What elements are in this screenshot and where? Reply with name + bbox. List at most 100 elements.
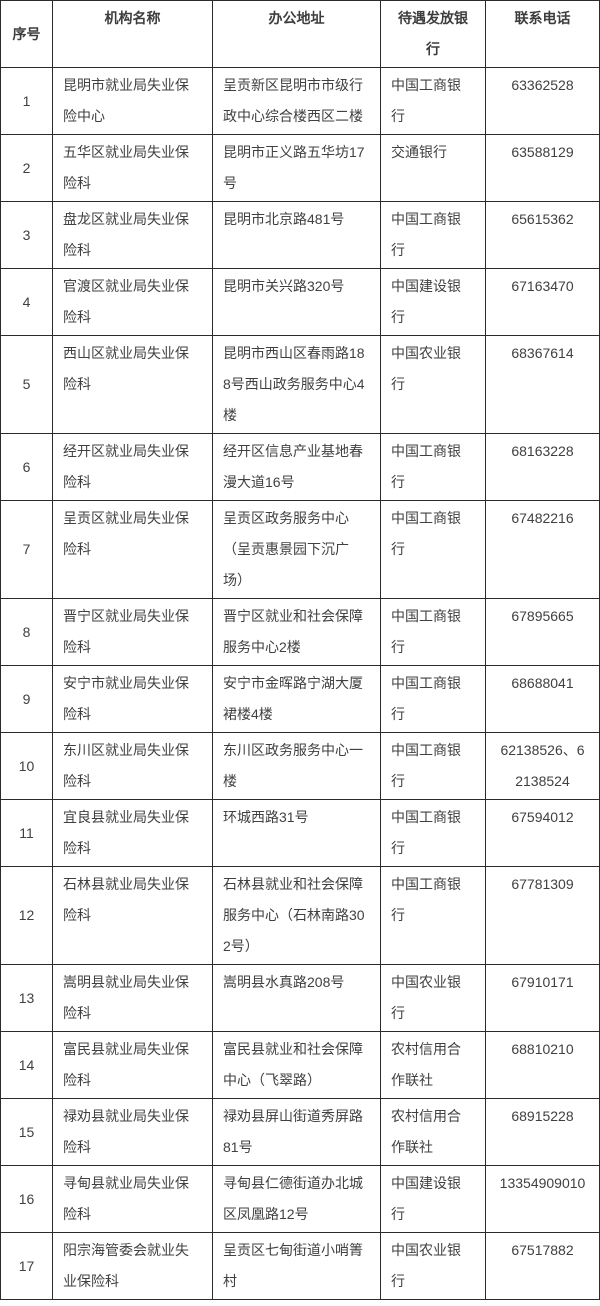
cell-name: 西山区就业局失业保 险科 <box>52 335 213 434</box>
cell-bank: 中国建设银 行 <box>380 1165 486 1233</box>
table-row: 1 昆明市就业局失业保 险中心 呈贡新区昆明市市级行 政中心综合楼西区二楼 中国工商银… <box>0 67 600 135</box>
cell-bank: 中国工商银 行 <box>380 500 486 599</box>
cell-index: 12 <box>0 866 53 965</box>
cell-index: 2 <box>0 134 53 202</box>
cell-phone: 63362528 <box>485 67 600 135</box>
cell-index: 3 <box>0 201 53 269</box>
cell-name: 盘龙区就业局失业保 险科 <box>52 201 213 269</box>
cell-bank: 中国农业银 行 <box>380 1232 486 1300</box>
table-row: 4 官渡区就业局失业保 险科 昆明市关兴路320号 中国建设银 行 67163470 <box>0 268 600 336</box>
cell-bank: 中国农业银 行 <box>380 335 486 434</box>
cell-bank: 交通银行 <box>380 134 486 202</box>
cell-phone: 68367614 <box>485 335 600 434</box>
cell-index: 16 <box>0 1165 53 1233</box>
cell-address: 昆明市北京路481号 <box>212 201 381 269</box>
cell-address: 呈贡区七甸街道小哨箐 村 <box>212 1232 381 1300</box>
header-row: 序号 机构名称 办公地址 待遇发放银 行 联系电话 <box>0 0 600 68</box>
table-row: 10 东川区就业局失业保 险科 东川区政务服务中心一 楼中国工商银 行 6213852… <box>0 732 600 800</box>
cell-index: 8 <box>0 598 53 666</box>
table-row: 8 晋宁区就业局失业保 险科 晋宁区就业和社会保障 服务中心2楼 中国工商银 行 678… <box>0 598 600 666</box>
cell-name: 富民县就业局失业保 险科 <box>52 1031 213 1099</box>
cell-name: 昆明市就业局失业保 险中心 <box>52 67 213 135</box>
cell-bank: 中国工商银 行 <box>380 433 486 501</box>
cell-index: 10 <box>0 732 53 800</box>
table-row: 17 阳宗海管委会就业失 业保险科 呈贡区七甸街道小哨箐 村中国农业银 行 67517… <box>0 1232 600 1300</box>
cell-address: 富民县就业和社会保障 中心（飞翠路） <box>212 1031 381 1099</box>
cell-address: 寻甸县仁德街道办北城 区凤凰路12号 <box>212 1165 381 1233</box>
cell-address: 环城西路31号 <box>212 799 381 867</box>
cell-name: 阳宗海管委会就业失 业保险科 <box>52 1232 213 1300</box>
cell-bank: 中国工商银 行 <box>380 67 486 135</box>
column-header-phone: 联系电话 <box>485 0 600 68</box>
table-body: 1 昆明市就业局失业保 险中心 呈贡新区昆明市市级行 政中心综合楼西区二楼 中国工商银… <box>0 67 600 1300</box>
cell-bank: 中国工商银 行 <box>380 598 486 666</box>
cell-address: 昆明市正义路五华坊17 号 <box>212 134 381 202</box>
column-header-address: 办公地址 <box>212 0 381 68</box>
cell-phone: 67517882 <box>485 1232 600 1300</box>
table-row: 14 富民县就业局失业保 险科 富民县就业和社会保障 中心（飞翠路） 农村信用合 作联… <box>0 1031 600 1099</box>
table-row: 6 经开区就业局失业保 险科 经开区信息产业基地春 漫大道16号 中国工商银 行 681… <box>0 433 600 501</box>
cell-index: 1 <box>0 67 53 135</box>
cell-address: 昆明市西山区春雨路18 8号西山政务服务中心4 楼 <box>212 335 381 434</box>
table-row: 11 宜良县就业局失业保 险科 环城西路31号 中国工商银 行 67594012 <box>0 799 600 867</box>
cell-address: 石林县就业和社会保障 服务中心（石林南路30 2号） <box>212 866 381 965</box>
cell-address: 东川区政务服务中心一 楼 <box>212 732 381 800</box>
cell-name: 嵩明县就业局失业保 险科 <box>52 964 213 1032</box>
cell-name: 石林县就业局失业保 险科 <box>52 866 213 965</box>
cell-index: 13 <box>0 964 53 1032</box>
cell-phone: 67482216 <box>485 500 600 599</box>
cell-bank: 农村信用合 作联社 <box>380 1031 486 1099</box>
cell-name: 东川区就业局失业保 险科 <box>52 732 213 800</box>
cell-index: 7 <box>0 500 53 599</box>
cell-index: 17 <box>0 1232 53 1300</box>
cell-name: 五华区就业局失业保 险科 <box>52 134 213 202</box>
cell-bank: 中国工商银 行 <box>380 665 486 733</box>
cell-phone: 68688041 <box>485 665 600 733</box>
cell-name: 寻甸县就业局失业保 险科 <box>52 1165 213 1233</box>
table-row: 2 五华区就业局失业保 险科 昆明市正义路五华坊17 号交通银行 63588129 <box>0 134 600 202</box>
cell-phone: 67895665 <box>485 598 600 666</box>
cell-address: 呈贡区政务服务中心 （呈贡惠景园下沉广 场） <box>212 500 381 599</box>
cell-bank: 中国工商银 行 <box>380 732 486 800</box>
cell-address: 昆明市关兴路320号 <box>212 268 381 336</box>
cell-phone: 67910171 <box>485 964 600 1032</box>
cell-index: 15 <box>0 1098 53 1166</box>
cell-phone: 13354909010 <box>485 1165 600 1233</box>
cell-phone: 67163470 <box>485 268 600 336</box>
cell-address: 呈贡新区昆明市市级行 政中心综合楼西区二楼 <box>212 67 381 135</box>
cell-bank: 中国工商银 行 <box>380 201 486 269</box>
cell-name: 经开区就业局失业保 险科 <box>52 433 213 501</box>
cell-index: 11 <box>0 799 53 867</box>
cell-bank: 中国农业银 行 <box>380 964 486 1032</box>
cell-phone: 62138526、6 2138524 <box>485 732 600 800</box>
table-row: 7 呈贡区就业局失业保 险科 呈贡区政务服务中心 （呈贡惠景园下沉广 场） 中国工商银… <box>0 500 600 599</box>
table-row: 13 嵩明县就业局失业保 险科 嵩明县水真路208号 中国农业银 行 67910171 <box>0 964 600 1032</box>
cell-phone: 68163228 <box>485 433 600 501</box>
cell-name: 宜良县就业局失业保 险科 <box>52 799 213 867</box>
table-header: 序号 机构名称 办公地址 待遇发放银 行 联系电话 <box>0 0 600 68</box>
cell-bank: 农村信用合 作联社 <box>380 1098 486 1166</box>
cell-phone: 65615362 <box>485 201 600 269</box>
table-row: 15 禄劝县就业局失业保 险科 禄劝县屏山街道秀屏路 81号 农村信用合 作联社 689… <box>0 1098 600 1166</box>
cell-index: 14 <box>0 1031 53 1099</box>
cell-name: 官渡区就业局失业保 险科 <box>52 268 213 336</box>
cell-address: 经开区信息产业基地春 漫大道16号 <box>212 433 381 501</box>
cell-index: 5 <box>0 335 53 434</box>
cell-phone: 67594012 <box>485 799 600 867</box>
cell-phone: 63588129 <box>485 134 600 202</box>
table-row: 12 石林县就业局失业保 险科 石林县就业和社会保障 服务中心（石林南路30 2号）… <box>0 866 600 965</box>
cell-address: 嵩明县水真路208号 <box>212 964 381 1032</box>
table-row: 3 盘龙区就业局失业保 险科 昆明市北京路481号 中国工商银 行 65615362 <box>0 201 600 269</box>
cell-bank: 中国建设银 行 <box>380 268 486 336</box>
table-row: 9 安宁市就业局失业保 险科 安宁市金晖路宁湖大厦 裙楼4楼 中国工商银 行 68688… <box>0 665 600 733</box>
cell-name: 晋宁区就业局失业保 险科 <box>52 598 213 666</box>
cell-name: 安宁市就业局失业保 险科 <box>52 665 213 733</box>
cell-phone: 68915228 <box>485 1098 600 1166</box>
column-header-name: 机构名称 <box>52 0 213 68</box>
table-row: 5 西山区就业局失业保 险科 昆明市西山区春雨路18 8号西山政务服务中心4 楼中国… <box>0 335 600 434</box>
cell-phone: 67781309 <box>485 866 600 965</box>
cell-phone: 68810210 <box>485 1031 600 1099</box>
